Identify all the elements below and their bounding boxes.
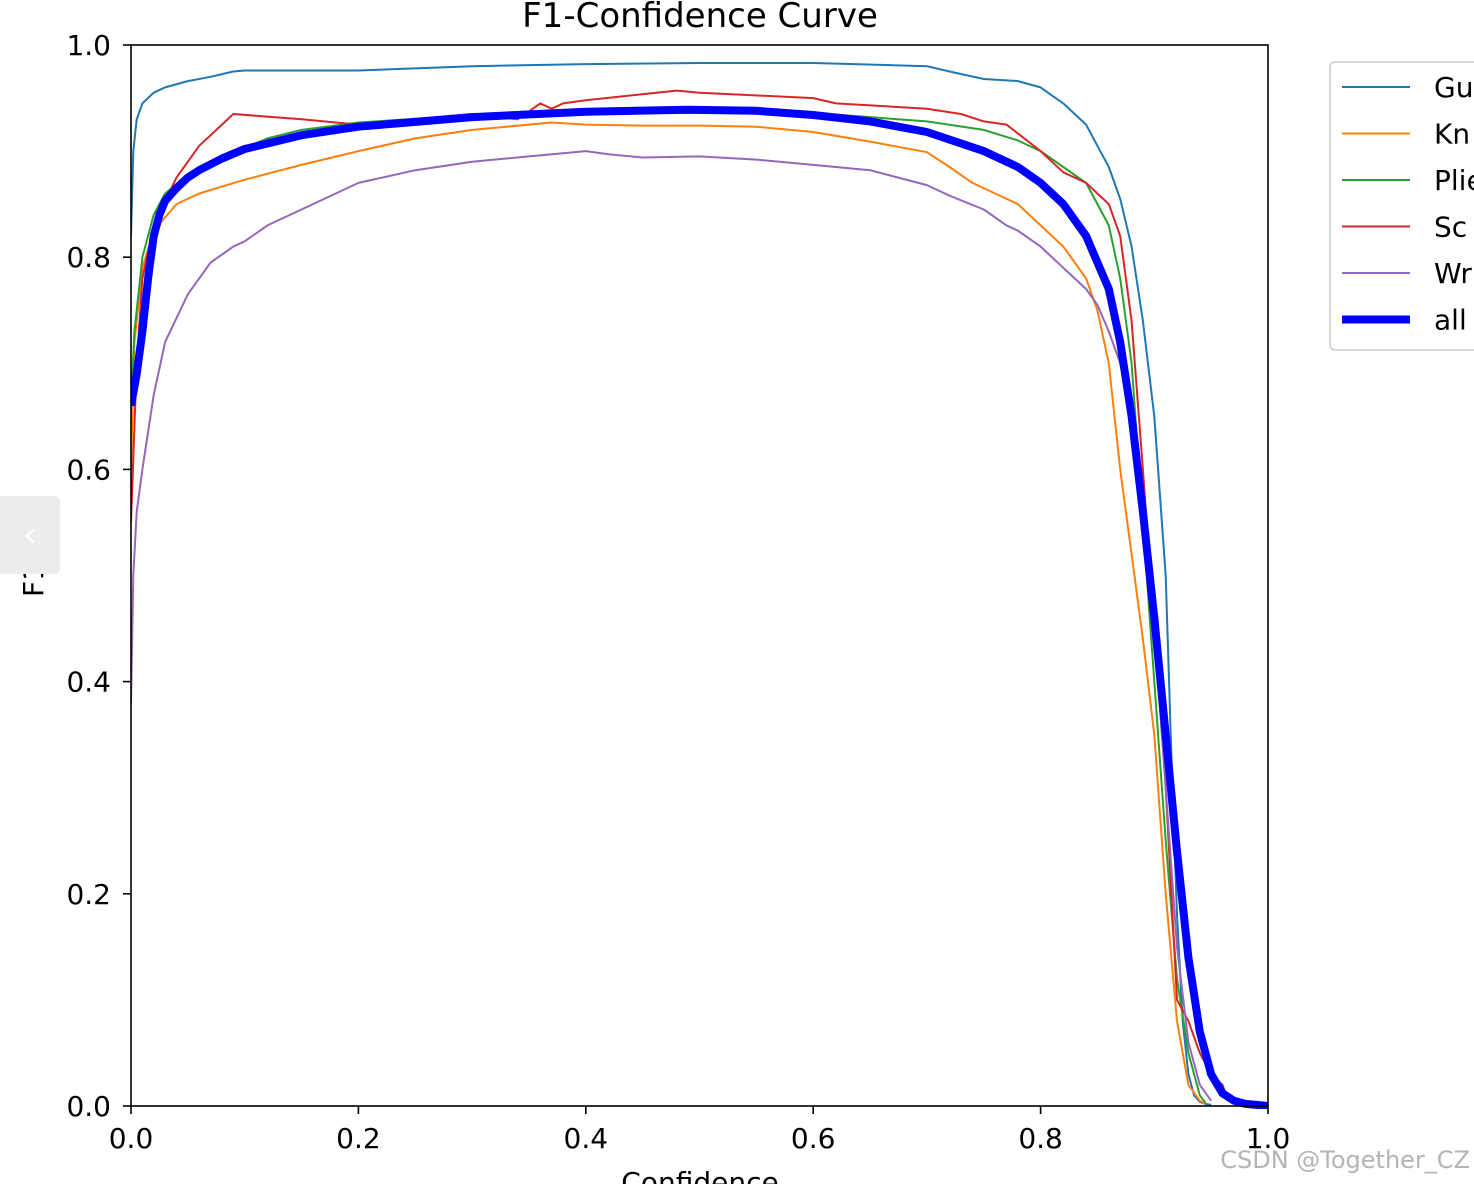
series-line-kn (131, 121, 1206, 1105)
y-axis-ticks: 0.0 0.2 0.4 0.6 0.8 1.0 (66, 29, 131, 1123)
y-tick-label: 0.4 (66, 666, 111, 699)
y-tick-label: 0.8 (66, 241, 111, 274)
legend: Gu Kn Plie Sc Wr all (1329, 61, 1474, 351)
legend-label: Sc (1434, 211, 1467, 244)
x-tick-label: 1.0 (1246, 1122, 1291, 1155)
y-tick-label: 0.2 (66, 878, 111, 911)
x-tick-label: 0.4 (564, 1122, 609, 1155)
y-tick-label: 0.0 (66, 1090, 111, 1123)
chevron-left-icon: ‹ (23, 515, 37, 555)
y-tick-label: 1.0 (66, 29, 111, 62)
chart-title: F1-Confidence Curve (522, 0, 878, 36)
series-line-gu (131, 62, 1212, 1106)
x-tick-label: 0.6 (791, 1122, 836, 1155)
series-line-sc (131, 89, 1230, 1102)
legend-label: Wr (1434, 257, 1472, 290)
legend-label: all (1434, 304, 1467, 337)
y-tick-label: 0.6 (66, 453, 111, 486)
plot-frame (130, 44, 1269, 1107)
legend-label: Kn (1434, 118, 1470, 151)
x-axis-ticks: 0.0 0.2 0.4 0.6 0.8 1.0 (109, 1106, 1291, 1155)
series-lines (131, 62, 1269, 1109)
watermark: CSDN @Together_CZ (1220, 1146, 1470, 1174)
x-tick-label: 0.2 (336, 1122, 381, 1155)
x-tick-label: 0.0 (109, 1122, 154, 1155)
series-line-plie (131, 109, 1207, 1104)
x-axis-label: Confidence (621, 1166, 778, 1184)
legend-label: Plie (1434, 164, 1474, 197)
series-line-wr (131, 150, 1212, 1102)
legend-label: Gu (1434, 71, 1473, 104)
collapse-sidebar-button[interactable]: ‹ (0, 496, 60, 574)
series-line-all (131, 105, 1269, 1109)
x-tick-label: 0.8 (1018, 1122, 1063, 1155)
